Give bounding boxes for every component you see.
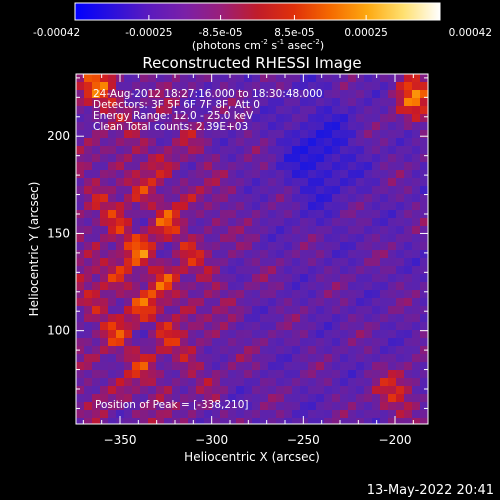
y-axis-label: Heliocentric Y (arcsec) [27,182,41,317]
annotation-detectors: Detectors: 3F 5F 6F 7F 8F, Att 0 [93,99,260,111]
colorbar-unit-label: (photons cm-2 s-1 asec-2) [192,38,324,52]
footer-date: 13-May-2022 20:41 [367,483,494,498]
annotation-clean-counts: Clean Total counts: 2.39E+03 [93,121,248,133]
colorbar-tick-label: 0.00042 [449,27,492,39]
x-tick-label: −250 [287,433,320,447]
y-tick-label: 200 [47,129,70,143]
colorbar-tick-label: -0.00042 [33,27,80,39]
annotation-time-range: 24-Aug-2012 18:27:16.000 to 18:30:48.000 [93,88,323,100]
annotations: 24-Aug-2012 18:27:16.000 to 18:30:48.000… [93,88,323,411]
y-tick-label: 100 [47,324,70,338]
colorbar [74,2,441,21]
colorbar-tick-label: -8.5e-05 [199,27,243,39]
plot-frame [75,73,429,425]
colorbar-tick-label: 0.00025 [344,27,387,39]
chart-title: Reconstructed RHESSI Image [142,54,361,72]
x-tick-label: −300 [195,433,228,447]
axes: −350 −300 −250 −200 100 150 200 [47,74,428,447]
colorbar-tick-label: -0.00025 [125,27,172,39]
annotation-energy-range: Energy Range: 12.0 - 25.0 keV [93,110,254,122]
y-tick-label: 150 [47,226,70,240]
colorbar-ticks: -0.00042 -0.00025 -8.5e-05 8.5e-05 0.00025 0.… [33,15,492,39]
x-tick-label: −200 [379,433,412,447]
peak-position-label: Position of Peak = [-338,210] [95,399,249,411]
x-tick-label: −350 [104,433,137,447]
colorbar-tick-label: 8.5e-05 [274,27,314,39]
x-axis-label: Heliocentric X (arcsec) [184,450,320,464]
